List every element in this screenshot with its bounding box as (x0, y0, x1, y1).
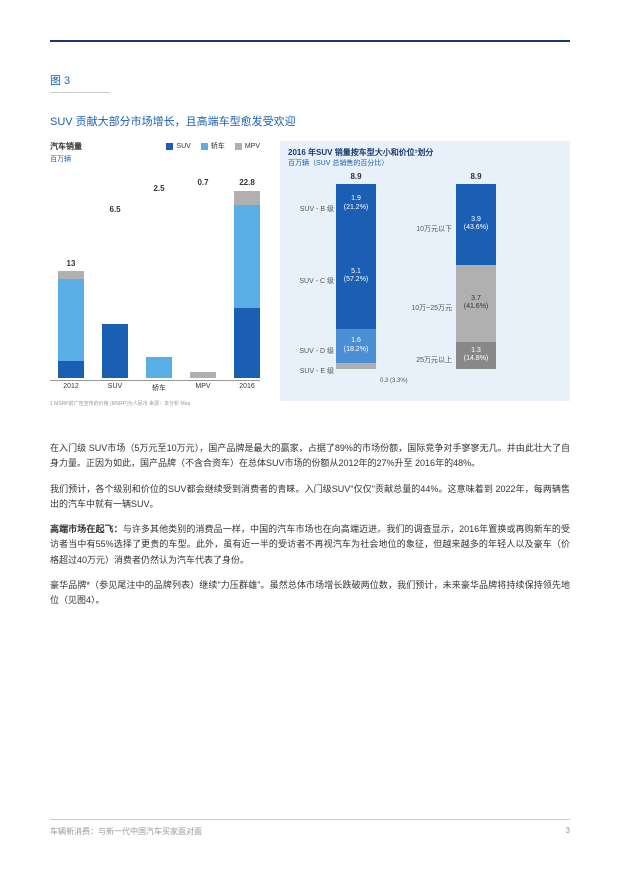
chart-title: SUV 贡献大部分市场增长，且高端车型愈发受欢迎 (50, 113, 570, 129)
footer-right: 3 (566, 826, 570, 837)
source-note: 1 MSRP前广告宣传的价格 (MSRP)为人民币 来源：本分析 Mira (50, 401, 260, 408)
left-chart: 汽车销量 百万辆 SUV轿车MPV 136.52.50.722.8 2012SU… (50, 141, 260, 401)
left-subheader: 百万辆 (50, 154, 82, 164)
body-text: 在入门级 SUV市场（5万元至10万元），国产品牌是最大的赢家，占据了89%的市… (50, 441, 570, 609)
right-chart: 2016 年SUV 销量按车型大小和价位¹划分 百万辆（SUV 总销售的百分比）… (280, 141, 570, 401)
chart-area: 汽车销量 百万辆 SUV轿车MPV 136.52.50.722.8 2012SU… (50, 141, 570, 401)
footer: 车辆新消费：与新一代中国汽车买家面对面 3 (50, 819, 570, 837)
right-header: 2016 年SUV 销量按车型大小和价位¹划分 (288, 147, 562, 158)
legend: SUV轿车MPV (166, 141, 260, 151)
para-2: 我们预计，各个级别和价位的SUV都会继续受到消费者的青睐。入门级SUV"仅仅"贡… (50, 482, 570, 513)
para-1: 在入门级 SUV市场（5万元至10万元），国产品牌是最大的赢家，占据了89%的市… (50, 441, 570, 472)
para-4: 豪华品牌*（参见尾注中的品牌列表）继续"力压群雄"。虽然总体市场增长跌破两位数，… (50, 578, 570, 609)
footer-left: 车辆新消费：与新一代中国汽车买家面对面 (50, 826, 202, 837)
figure-label: 图 3 (50, 72, 110, 93)
left-header: 汽车销量 (50, 141, 82, 152)
para-3: 高端市场在起飞：与许多其他类别的消费品一样，中国的汽车市场也在向高端迈进。我们的… (50, 522, 570, 568)
right-subheader: 百万辆（SUV 总销售的百分比） (288, 158, 562, 168)
